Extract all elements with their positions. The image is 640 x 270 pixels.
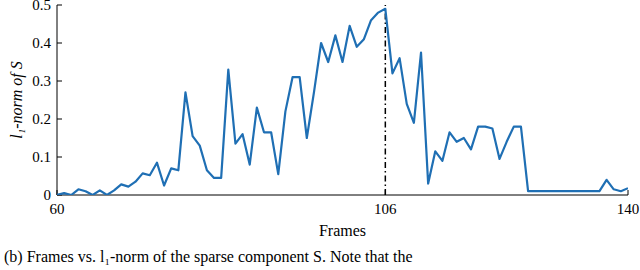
y-tick-label: 0.5 bbox=[32, 0, 51, 13]
y-tick-label: 0.4 bbox=[32, 35, 51, 51]
caption: (b) Frames vs. l₁-norm of the sparse com… bbox=[4, 248, 413, 266]
x-axis-label: Frames bbox=[319, 222, 366, 239]
y-tick bbox=[57, 43, 62, 44]
x-tick-label: 140 bbox=[617, 201, 640, 217]
y-tick bbox=[57, 119, 62, 120]
x-tick-label: 60 bbox=[50, 201, 65, 217]
data-line bbox=[57, 9, 628, 195]
y-tick bbox=[57, 5, 62, 6]
marker-line bbox=[385, 5, 387, 195]
y-tick-label: 0.2 bbox=[32, 111, 51, 127]
chart: 00.10.20.30.40.560106140Framesl₁-norm of… bbox=[0, 0, 640, 270]
y-tick bbox=[57, 81, 62, 82]
y-tick bbox=[57, 157, 62, 158]
y-tick-label: 0.3 bbox=[32, 73, 51, 89]
x-tick-label: 106 bbox=[374, 201, 397, 217]
plot-area bbox=[57, 5, 628, 195]
y-axis-label: l₁-norm of S bbox=[8, 61, 26, 139]
y-tick-label: 0.1 bbox=[32, 149, 51, 165]
y-axis bbox=[57, 5, 58, 195]
x-tick bbox=[628, 190, 629, 195]
x-axis bbox=[57, 195, 628, 196]
